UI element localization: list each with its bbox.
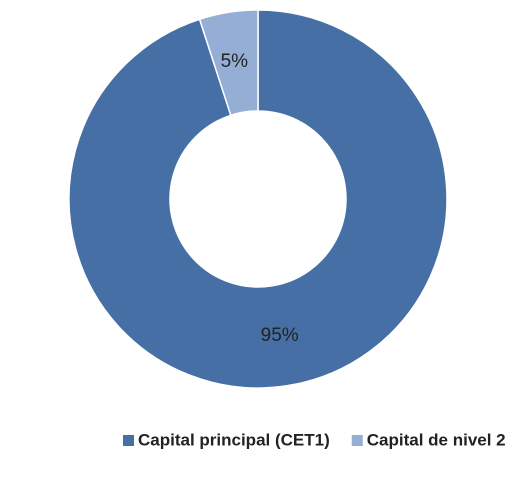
donut-slice [68, 9, 448, 389]
legend-label: Capital de nivel 2 [367, 430, 506, 449]
legend-swatch [123, 435, 134, 446]
legend-swatch [351, 435, 363, 446]
donut-slice [198, 9, 259, 117]
value-label: 5% [221, 51, 249, 72]
value-label: 95% [261, 325, 299, 346]
legend-label: Capital principal (CET1) [138, 430, 330, 449]
